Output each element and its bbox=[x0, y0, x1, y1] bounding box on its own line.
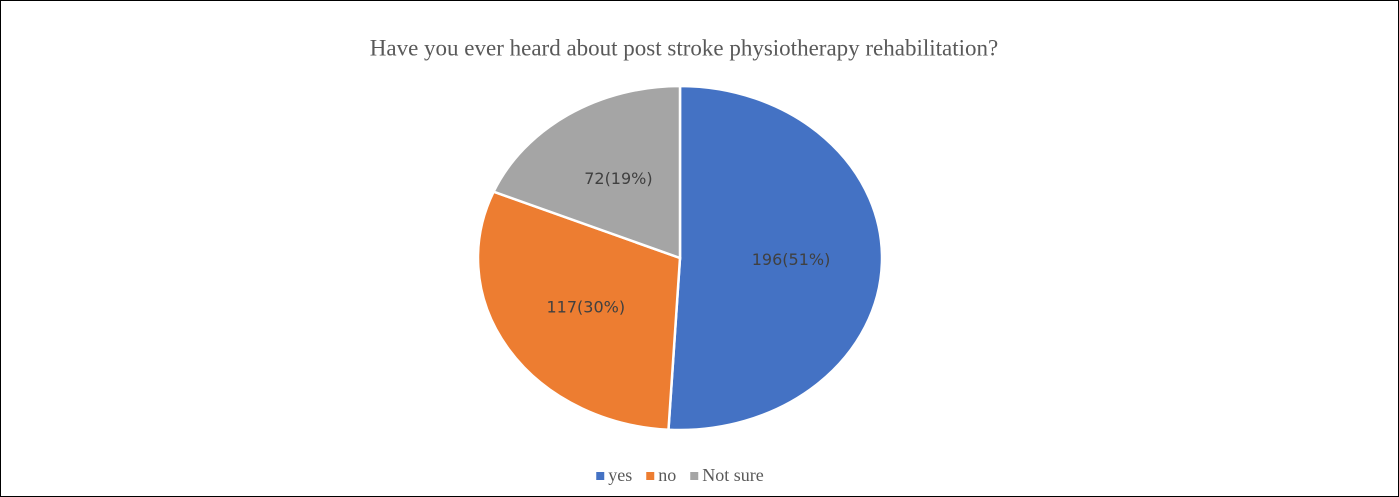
pie-slice bbox=[491, 84, 682, 260]
data-label: 72(19%) bbox=[584, 169, 652, 188]
legend-marker bbox=[646, 472, 655, 480]
chart-title: Have you ever heard about post stroke ph… bbox=[370, 35, 998, 60]
legend-label: no bbox=[658, 465, 676, 485]
data-label: 117(30%) bbox=[547, 298, 626, 317]
legend-label: Not sure bbox=[702, 465, 764, 485]
pie-slice bbox=[476, 190, 682, 432]
pie-slice bbox=[667, 84, 884, 432]
data-label: 196(51%) bbox=[752, 250, 831, 269]
legend-marker bbox=[596, 472, 605, 480]
legend-marker bbox=[690, 472, 699, 480]
legend-label: yes bbox=[608, 465, 632, 485]
